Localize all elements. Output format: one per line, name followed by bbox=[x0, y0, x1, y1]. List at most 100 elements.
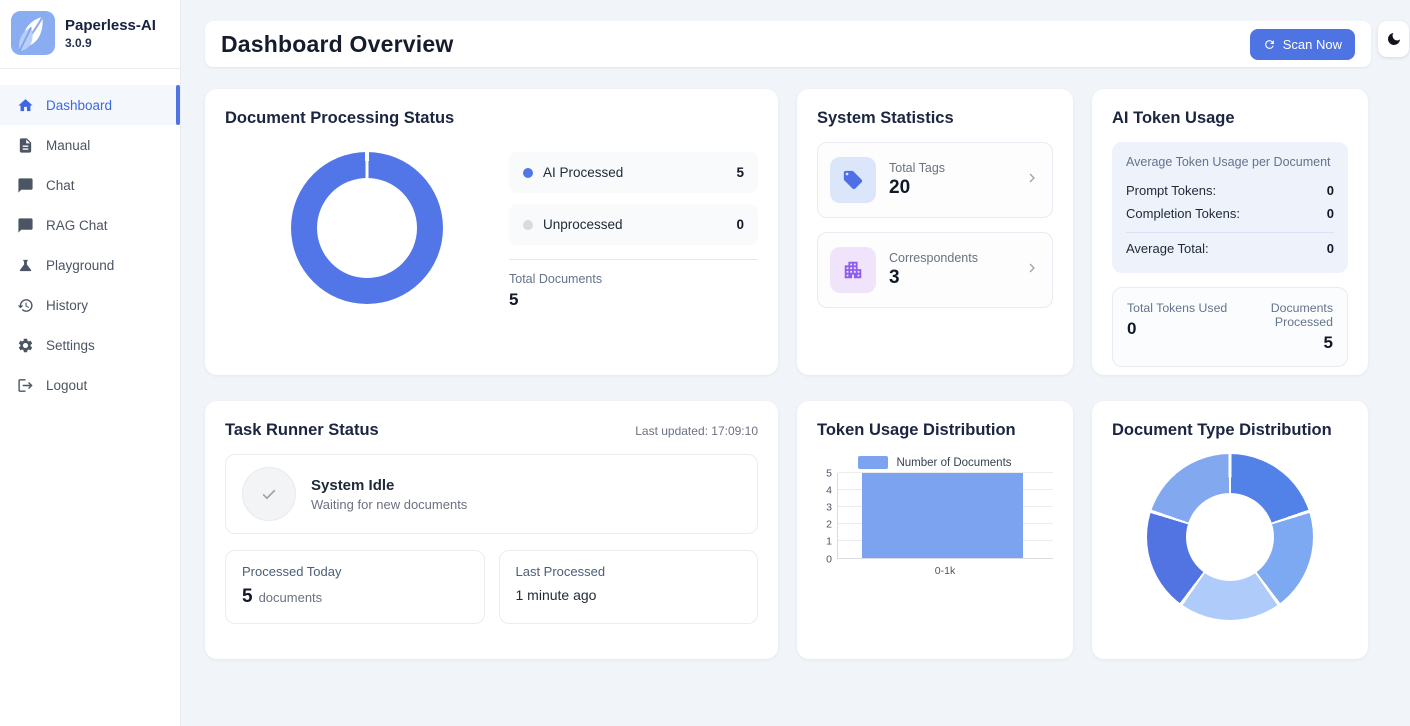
processed-today-value: 5 bbox=[242, 586, 253, 607]
card-title: System Statistics bbox=[817, 109, 954, 127]
donut-hole bbox=[317, 178, 417, 278]
divider bbox=[1126, 232, 1334, 233]
legend-swatch bbox=[858, 456, 889, 469]
card-document-processing-status: Document Processing Status AI Processed … bbox=[205, 89, 778, 375]
building-icon bbox=[830, 247, 876, 293]
document-processing-donut-chart bbox=[291, 152, 443, 304]
status-title: System Idle bbox=[311, 476, 395, 494]
chevron-right-icon bbox=[1024, 260, 1040, 281]
legend-text: Number of Documents bbox=[896, 456, 1012, 469]
legend-dot-blue bbox=[523, 167, 533, 178]
main-content: Dashboard Overview Scan Now Document Pro… bbox=[181, 0, 1410, 659]
documents-processed-value: 5 bbox=[1323, 333, 1333, 352]
documents-processed-label: Documents Processed bbox=[1270, 301, 1333, 329]
divider bbox=[509, 259, 758, 260]
sidebar-item-logout[interactable]: Logout bbox=[0, 365, 180, 405]
token-totals-box: Total Tokens Used 0 Documents Processed … bbox=[1112, 287, 1348, 367]
scan-now-label: Scan Now bbox=[1282, 36, 1342, 52]
total-documents-label: Total Documents bbox=[509, 272, 603, 286]
last-processed-box: Last Processed 1 minute ago bbox=[498, 550, 758, 624]
x-axis-label: 0-1k bbox=[934, 565, 956, 577]
gear-icon bbox=[18, 338, 33, 352]
page-title: Dashboard Overview bbox=[221, 30, 454, 57]
sidebar-item-label: Manual bbox=[46, 137, 91, 153]
card-task-runner-status: Task Runner Status Last updated: 17:09:1… bbox=[205, 401, 778, 659]
document-type-donut-chart bbox=[1147, 454, 1313, 620]
bar-chart-legend: Number of Documents bbox=[817, 456, 1053, 469]
legend-item-unprocessed: Unprocessed 0 bbox=[509, 204, 758, 245]
processed-today-box: Processed Today 5 documents bbox=[225, 550, 485, 624]
token-usage-bar-chart: 0 1 2 3 4 5 bbox=[817, 468, 1053, 564]
check-icon bbox=[262, 489, 276, 500]
card-system-statistics: System Statistics Total Tags 20 Cor bbox=[797, 89, 1073, 375]
card-title: Document Type Distribution bbox=[1112, 421, 1332, 439]
completion-tokens-label: Completion Tokens: bbox=[1126, 206, 1240, 221]
prompt-tokens-value: 0 bbox=[1326, 183, 1334, 198]
tag-icon bbox=[830, 157, 876, 203]
moon-icon bbox=[1387, 33, 1400, 45]
sidebar-nav: Dashboard Manual Chat RAG Chat Playgroun… bbox=[0, 69, 180, 405]
y-tick-label: 0 bbox=[826, 552, 832, 565]
sidebar-item-label: Playground bbox=[46, 257, 115, 273]
processed-today-unit: documents bbox=[258, 590, 323, 605]
card-title: AI Token Usage bbox=[1112, 109, 1235, 127]
logout-icon bbox=[18, 378, 33, 392]
sidebar-item-manual[interactable]: Manual bbox=[0, 125, 180, 165]
sidebar-item-chat[interactable]: Chat bbox=[0, 165, 180, 205]
chat-icon bbox=[18, 217, 33, 233]
stat-value: 20 bbox=[889, 177, 911, 198]
legend-label: Unprocessed bbox=[543, 217, 623, 232]
sidebar-item-playground[interactable]: Playground bbox=[0, 245, 180, 285]
completion-tokens-value: 0 bbox=[1326, 206, 1334, 221]
status-circle bbox=[242, 467, 296, 521]
y-axis: 0 1 2 3 4 5 bbox=[817, 468, 837, 564]
scan-now-button[interactable]: Scan Now bbox=[1249, 28, 1355, 60]
app-name: Paperless-AI bbox=[65, 16, 156, 34]
document-icon bbox=[19, 137, 32, 153]
legend-value: 0 bbox=[736, 217, 744, 232]
stat-label: Correspondents bbox=[889, 251, 978, 265]
card-title: Token Usage Distribution bbox=[817, 421, 1016, 439]
y-tick-label: 1 bbox=[826, 535, 832, 548]
y-tick-label: 5 bbox=[826, 466, 832, 479]
dashboard-grid: Document Processing Status AI Processed … bbox=[205, 89, 1368, 659]
theme-toggle-button[interactable] bbox=[1378, 21, 1409, 57]
y-tick-label: 2 bbox=[826, 518, 832, 531]
stat-label: Total Tags bbox=[889, 161, 946, 175]
card-token-usage-distribution: Token Usage Distribution Number of Docum… bbox=[797, 401, 1073, 659]
app-version: 3.0.9 bbox=[65, 35, 92, 50]
header-bar: Dashboard Overview Scan Now bbox=[205, 21, 1371, 67]
average-total-label: Average Total: bbox=[1126, 241, 1209, 256]
sidebar-item-settings[interactable]: Settings bbox=[0, 325, 180, 365]
legend-item-ai-processed: AI Processed 5 bbox=[509, 152, 758, 193]
total-tokens-label: Total Tokens Used bbox=[1127, 301, 1228, 315]
legend-dot-gray bbox=[523, 219, 533, 230]
app-logo: Paperless-AI 3.0.9 bbox=[0, 0, 180, 69]
sidebar-item-label: History bbox=[46, 297, 89, 313]
y-tick-label: 4 bbox=[826, 483, 832, 496]
chat-icon bbox=[18, 177, 33, 193]
completion-tokens-row: Completion Tokens: 0 bbox=[1126, 202, 1334, 225]
gridline bbox=[838, 472, 1053, 473]
total-tags-row[interactable]: Total Tags 20 bbox=[817, 142, 1053, 218]
last-processed-label: Last Processed bbox=[515, 564, 606, 579]
sidebar-item-dashboard[interactable]: Dashboard bbox=[0, 85, 180, 125]
system-status-box: System Idle Waiting for new documents bbox=[225, 454, 758, 534]
card-ai-token-usage: AI Token Usage Average Token Usage per D… bbox=[1092, 89, 1368, 375]
correspondents-row[interactable]: Correspondents 3 bbox=[817, 232, 1053, 308]
chevron-right-icon bbox=[1024, 170, 1040, 191]
sidebar-item-label: RAG Chat bbox=[46, 217, 108, 233]
sidebar-item-rag-chat[interactable]: RAG Chat bbox=[0, 205, 180, 245]
paperless-ai-logo-icon bbox=[10, 10, 56, 56]
home-icon bbox=[18, 98, 33, 111]
legend-value: 5 bbox=[736, 165, 744, 180]
sidebar-item-history[interactable]: History bbox=[0, 285, 180, 325]
sidebar-item-label: Chat bbox=[46, 177, 75, 193]
header: Dashboard Overview Scan Now bbox=[205, 21, 1409, 67]
total-documents-value: 5 bbox=[509, 290, 519, 309]
refresh-icon bbox=[1264, 39, 1274, 49]
last-processed-value: 1 minute ago bbox=[515, 587, 597, 603]
plot-area bbox=[837, 472, 1053, 559]
prompt-tokens-label: Prompt Tokens: bbox=[1126, 183, 1217, 198]
card-title: Document Processing Status bbox=[225, 109, 455, 127]
